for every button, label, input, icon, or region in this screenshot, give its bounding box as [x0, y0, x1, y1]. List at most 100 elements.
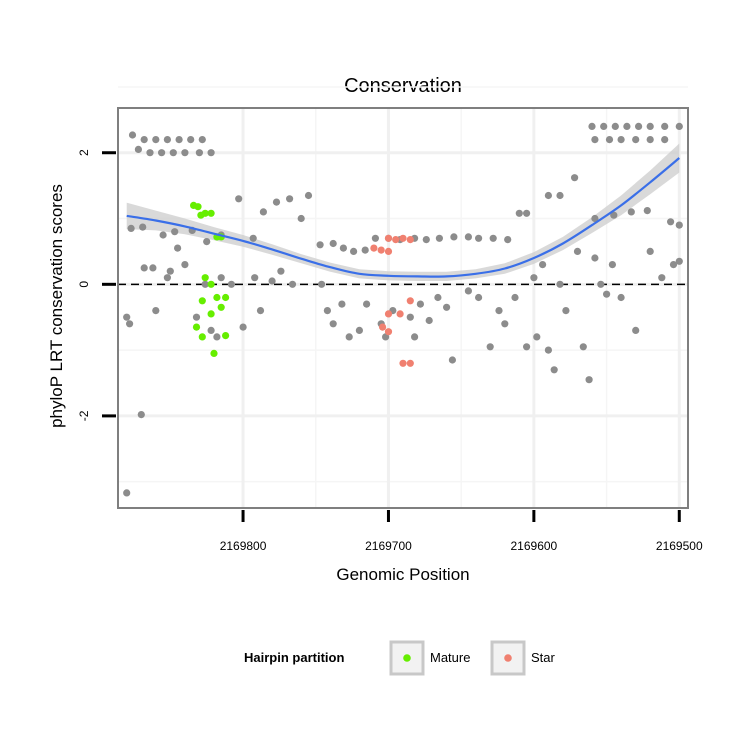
other-point-40 — [464, 233, 472, 241]
mature-point-8 — [207, 280, 215, 288]
other-point-19 — [203, 238, 211, 246]
other-point-22 — [249, 234, 257, 242]
other-point-86 — [256, 307, 265, 315]
other-point-71 — [140, 264, 148, 272]
other-point-110 — [495, 307, 503, 315]
star-point-8 — [396, 310, 404, 318]
other-point-118 — [550, 366, 558, 374]
other-point-74 — [163, 274, 171, 282]
star-point-13 — [406, 359, 414, 367]
y-axis-title: phyloP LRT conservation scores — [47, 184, 66, 428]
other-point-80 — [207, 326, 215, 334]
other-point-21 — [235, 195, 243, 203]
other-point-88 — [277, 267, 285, 275]
other-point-37 — [422, 236, 430, 244]
mature-point-16 — [210, 349, 218, 357]
other-point-131 — [658, 274, 666, 282]
star-point-2 — [399, 234, 407, 242]
other-point-113 — [523, 343, 531, 351]
other-point-13 — [207, 149, 215, 157]
other-point-135 — [123, 489, 131, 497]
other-point-76 — [174, 244, 182, 252]
other-point-33 — [371, 234, 379, 242]
other-point-94 — [345, 333, 353, 341]
mature-point-3 — [201, 209, 209, 217]
other-point-57 — [611, 122, 619, 130]
other-point-16 — [159, 231, 167, 239]
plot-border — [117, 107, 689, 509]
other-point-109 — [486, 343, 494, 351]
star-point-9 — [384, 310, 393, 318]
star-point-12 — [399, 359, 407, 367]
other-point-42 — [489, 234, 497, 242]
other-point-2 — [152, 136, 160, 144]
x-axis: 2169800 2169700 2169600 2169500 — [220, 510, 703, 553]
mature-point-14 — [192, 323, 201, 331]
star-point-6 — [384, 247, 393, 255]
star-point-0 — [384, 234, 393, 242]
y-tick-label-1: 0 — [77, 281, 91, 288]
other-point-129 — [632, 326, 640, 334]
other-point-87 — [268, 277, 276, 285]
legend-label-star: Star — [531, 650, 556, 665]
star-point-5 — [377, 246, 385, 254]
other-point-47 — [556, 191, 564, 200]
other-point-133 — [675, 257, 683, 265]
other-point-69 — [123, 313, 131, 321]
other-point-83 — [227, 280, 235, 288]
other-point-14 — [127, 224, 135, 232]
other-point-12 — [195, 149, 203, 157]
other-point-59 — [635, 122, 643, 130]
other-point-75 — [166, 267, 174, 275]
chart-title: Conservation — [344, 75, 462, 97]
other-point-103 — [425, 316, 433, 325]
other-point-111 — [501, 320, 509, 328]
other-point-93 — [338, 300, 346, 308]
other-point-112 — [511, 293, 519, 302]
other-point-3 — [163, 136, 171, 144]
other-point-7 — [134, 145, 142, 153]
other-point-68 — [661, 136, 669, 144]
other-point-31 — [350, 247, 358, 255]
other-point-46 — [544, 191, 553, 200]
other-point-77 — [181, 261, 189, 269]
other-point-56 — [600, 122, 608, 130]
other-point-79 — [201, 280, 209, 288]
other-point-85 — [251, 274, 259, 282]
other-point-70 — [126, 320, 134, 328]
other-point-52 — [643, 207, 651, 215]
other-point-124 — [591, 254, 599, 262]
x-tick-label-0: 2169800 — [220, 539, 267, 553]
mature-point-4 — [207, 209, 215, 217]
other-point-24 — [272, 198, 281, 206]
y-tick-label-2: -2 — [77, 410, 91, 421]
other-point-91 — [323, 307, 331, 315]
star-point-3 — [406, 236, 414, 244]
other-point-55 — [588, 122, 596, 130]
other-point-128 — [617, 293, 625, 302]
other-point-32 — [361, 246, 369, 254]
other-point-107 — [464, 287, 472, 295]
other-point-67 — [646, 136, 654, 144]
other-point-62 — [675, 122, 683, 130]
star-point-4 — [370, 244, 378, 252]
other-point-122 — [579, 343, 587, 351]
legend-marker-star — [504, 654, 512, 662]
other-point-17 — [171, 228, 179, 236]
legend-marker-mature — [403, 654, 411, 662]
other-point-10 — [169, 149, 177, 157]
other-point-4 — [175, 136, 183, 144]
other-point-41 — [475, 234, 483, 242]
other-point-100 — [406, 313, 414, 321]
other-point-82 — [217, 274, 225, 282]
other-point-49 — [591, 214, 599, 223]
mature-point-11 — [222, 293, 230, 302]
other-point-43 — [504, 236, 512, 244]
other-point-96 — [363, 300, 371, 308]
x-tick-label-2: 2169600 — [511, 539, 558, 553]
other-point-64 — [605, 136, 614, 144]
other-point-38 — [435, 234, 443, 242]
other-point-66 — [632, 136, 640, 144]
other-point-51 — [627, 208, 635, 216]
other-point-127 — [608, 261, 617, 269]
